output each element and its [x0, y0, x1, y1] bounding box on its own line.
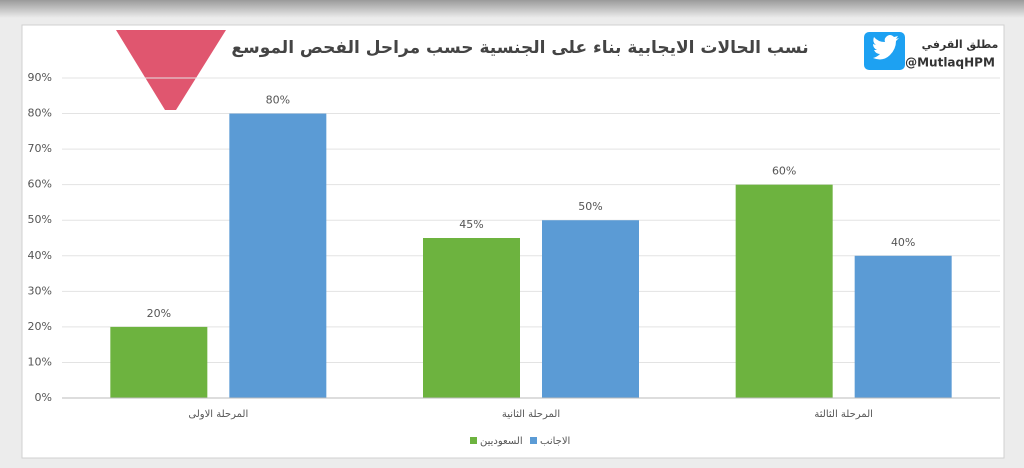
y-tick-label: 0%: [35, 391, 52, 404]
y-tick-label: 40%: [28, 249, 52, 262]
bar: [110, 326, 208, 398]
y-tick-label: 80%: [28, 107, 52, 120]
legend-swatch: [470, 437, 477, 444]
x-tick-label: المرحلة الثانية: [502, 409, 560, 420]
bar: [229, 113, 327, 399]
value-label: 80%: [266, 94, 290, 107]
legend-swatch: [530, 437, 537, 444]
y-tick-label: 10%: [28, 355, 52, 368]
bar: [735, 184, 833, 398]
account-name: مطلق القرفي: [922, 38, 999, 51]
y-tick-label: 50%: [28, 213, 52, 226]
y-tick-label: 70%: [28, 142, 52, 155]
twitter-bird: [873, 35, 899, 60]
chart-title: نسب الحالات الايجابية بناء على الجنسية ح…: [231, 38, 808, 58]
bar: [423, 238, 520, 398]
x-tick-label: المرحلة الاولى: [188, 409, 248, 420]
legend-label: الاجانب: [540, 436, 570, 447]
bar: [542, 220, 639, 398]
y-tick-label: 30%: [28, 284, 52, 297]
value-label: 45%: [459, 218, 483, 231]
y-tick-label: 20%: [28, 320, 52, 333]
y-tick-label: 60%: [28, 178, 52, 191]
value-label: 20%: [147, 307, 171, 320]
pointer-triangle: [116, 30, 226, 110]
x-tick-label: المرحلة الثالثة: [814, 409, 872, 420]
legend-label: السعوديين: [480, 436, 523, 447]
top-shadow: [0, 0, 1024, 18]
bar: [854, 255, 952, 398]
value-label: 60%: [772, 165, 796, 178]
y-tick-label: 90%: [28, 71, 52, 84]
value-label: 50%: [578, 200, 602, 213]
value-label: 40%: [891, 236, 915, 249]
account-handle: @MutlaqHPM: [905, 56, 995, 70]
